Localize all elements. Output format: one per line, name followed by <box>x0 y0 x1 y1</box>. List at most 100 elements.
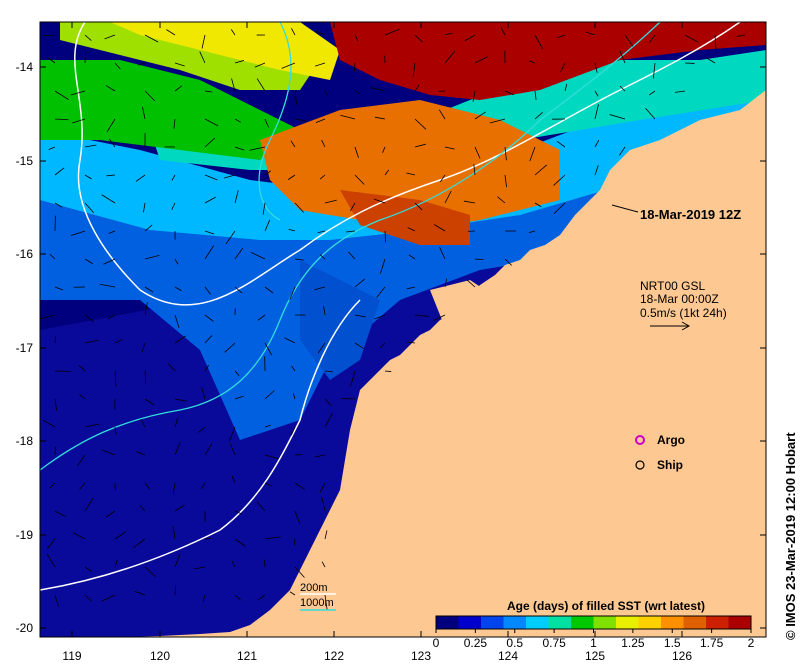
current-vector <box>324 412 333 428</box>
current-vector <box>234 286 243 294</box>
current-vector <box>649 34 656 43</box>
current-vector <box>345 230 356 233</box>
current-vector <box>174 258 179 265</box>
current-vector <box>42 419 56 428</box>
current-vector <box>174 286 182 292</box>
current-vector <box>379 342 386 349</box>
current-vector <box>414 118 427 130</box>
current-vector <box>174 504 185 512</box>
current-vector <box>84 497 94 512</box>
current-vector <box>264 118 269 128</box>
colorbar-tick-label: 0.5 <box>506 636 523 650</box>
current-vector <box>439 174 446 183</box>
argo-legend: Argo <box>635 433 685 447</box>
current-vector <box>144 286 154 293</box>
colorbar-tick-label: 2 <box>748 636 755 650</box>
current-vector <box>54 202 63 208</box>
current-vector <box>324 199 337 204</box>
current-vector <box>314 454 326 458</box>
current-vector <box>174 553 181 568</box>
current-vector <box>84 174 92 180</box>
current-vector <box>624 34 634 47</box>
current-vector <box>319 254 326 260</box>
current-vector <box>444 32 453 36</box>
current-vector <box>84 423 100 428</box>
current-vector <box>354 34 359 41</box>
colorbar-tick-label: 1.75 <box>700 636 724 650</box>
current-vector <box>294 482 306 491</box>
current-vector <box>174 417 179 428</box>
sst-zone-green <box>40 60 300 160</box>
current-vector <box>225 230 236 245</box>
current-vector <box>84 566 92 572</box>
current-vector <box>101 194 116 204</box>
current-vector <box>54 286 64 291</box>
current-vector <box>317 230 326 234</box>
current-vector <box>288 228 296 232</box>
current-vector <box>204 364 210 372</box>
longitude-axis: 119 120 121 122 123 124 125 126 <box>62 22 692 663</box>
current-vector <box>407 227 416 232</box>
current-vector <box>134 590 146 596</box>
current-vector <box>314 286 326 291</box>
current-vector <box>585 31 596 36</box>
current-vector <box>619 85 626 92</box>
current-vector <box>142 106 146 120</box>
current-vector <box>408 254 416 260</box>
current-vector <box>171 202 176 211</box>
current-vector <box>84 314 94 323</box>
current-vector <box>474 146 481 159</box>
current-vector <box>349 202 356 212</box>
depth-legend: 200m 1000m <box>300 582 336 611</box>
current-vector <box>228 426 236 442</box>
lat-tick-label: -16 <box>16 247 34 261</box>
current-vector <box>78 364 86 372</box>
current-vector <box>382 146 386 153</box>
current-vector <box>140 418 146 428</box>
current-vector <box>135 174 146 182</box>
current-vector <box>77 454 86 466</box>
current-vector <box>49 253 56 260</box>
current-vector <box>264 424 271 428</box>
current-vector <box>354 146 359 158</box>
current-vector <box>594 104 599 120</box>
current-vector <box>234 594 242 601</box>
lat-tick-label: -15 <box>16 154 34 168</box>
current-vector <box>144 566 156 578</box>
current-vector <box>174 585 177 596</box>
current-vector <box>174 85 183 92</box>
current-vector <box>314 62 326 67</box>
current-vector <box>54 446 56 456</box>
current-vector <box>49 482 56 489</box>
current-vector <box>204 196 216 204</box>
current-vector <box>108 138 116 148</box>
current-vector <box>384 370 392 372</box>
current-vector <box>84 50 87 64</box>
current-vector <box>249 146 266 151</box>
latitude-axis: -14 -15 -16 -17 -18 -19 -20 <box>16 60 766 635</box>
colorbar-cell <box>661 616 684 629</box>
current-vector <box>315 118 326 123</box>
colorbar-cell <box>481 616 504 629</box>
current-vector <box>564 83 568 92</box>
current-vector <box>472 90 476 102</box>
colorbar-tick-label: 0.25 <box>464 636 488 650</box>
current-vectors <box>40 27 746 611</box>
colorbar-cell <box>548 616 572 629</box>
lon-tick-label: 125 <box>585 649 605 663</box>
current-vector <box>474 111 486 120</box>
colorbar-tick-label: 1.5 <box>664 636 681 650</box>
current-vector <box>201 34 206 49</box>
current-vector <box>254 62 266 68</box>
land-mass <box>100 90 766 637</box>
current-vector <box>557 34 566 39</box>
current-vector <box>319 174 326 180</box>
current-vector <box>114 426 117 435</box>
depth-contour-1000m-north <box>258 22 292 221</box>
current-vector <box>46 553 56 568</box>
colorbar-tick-label: 1.25 <box>621 636 645 650</box>
current-vector <box>618 146 626 156</box>
current-vector <box>504 258 512 266</box>
current-vector <box>354 90 361 95</box>
lon-tick-label: 122 <box>324 649 344 663</box>
